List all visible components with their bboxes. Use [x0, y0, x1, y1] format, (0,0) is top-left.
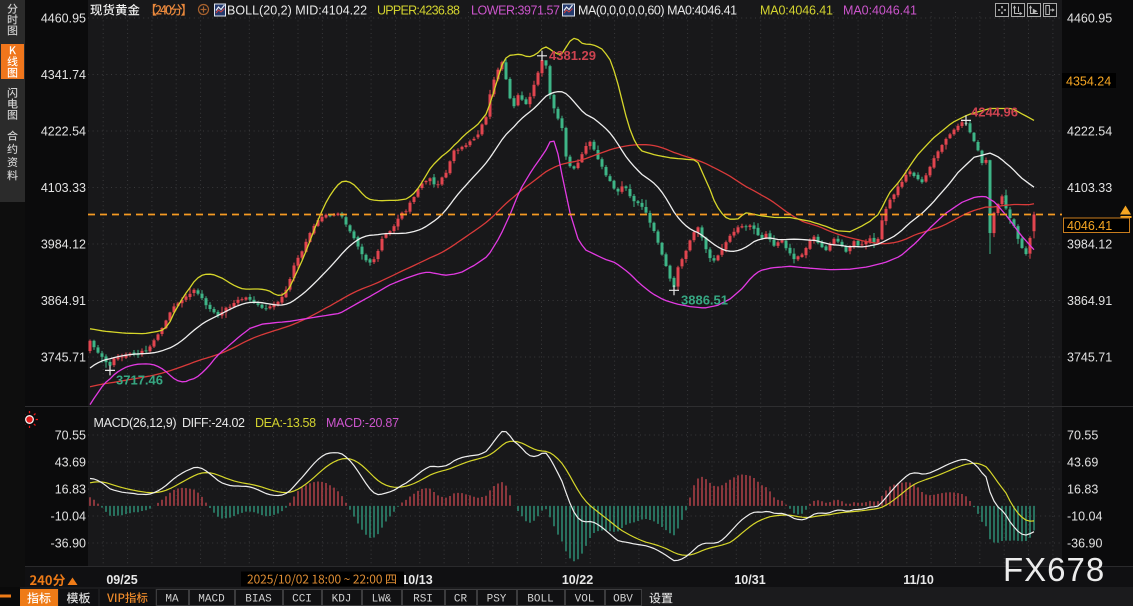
- svg-text:10/22: 10/22: [562, 573, 593, 587]
- svg-text:DEA:-13.58: DEA:-13.58: [255, 416, 316, 430]
- svg-text:LOWER:3971.57: LOWER:3971.57: [471, 4, 560, 18]
- svg-text:MA: MA: [165, 594, 179, 606]
- svg-text:3745.71: 3745.71: [41, 351, 86, 365]
- svg-text:-10.04: -10.04: [51, 510, 86, 524]
- svg-text:BOLL: BOLL: [527, 594, 553, 606]
- svg-text:70.55: 70.55: [55, 429, 86, 443]
- svg-text:MACD(26,12,9): MACD(26,12,9): [94, 416, 177, 430]
- svg-text:10/13: 10/13: [401, 573, 432, 587]
- svg-text:10/31: 10/31: [734, 573, 765, 587]
- svg-text:3717.46: 3717.46: [116, 372, 163, 387]
- svg-text:MA(0,0,0,0,0,60) MA0:4046.41: MA(0,0,0,0,0,60) MA0:4046.41: [578, 4, 737, 18]
- svg-text:CCI: CCI: [292, 594, 312, 606]
- svg-text:4460.95: 4460.95: [41, 12, 86, 26]
- svg-text:3984.12: 3984.12: [41, 238, 86, 252]
- svg-text:16.83: 16.83: [1067, 483, 1098, 497]
- svg-text:UPPER:4236.88: UPPER:4236.88: [377, 4, 460, 18]
- svg-text:4244.96: 4244.96: [971, 104, 1018, 119]
- svg-text:CR: CR: [454, 594, 468, 606]
- svg-text:4222.54: 4222.54: [1067, 125, 1112, 139]
- svg-text:43.69: 43.69: [55, 456, 86, 470]
- svg-text:MACD:-20.87: MACD:-20.87: [326, 416, 399, 430]
- svg-text:OBV: OBV: [613, 594, 633, 606]
- svg-text:MA0:4046.41: MA0:4046.41: [843, 4, 917, 18]
- svg-text:VOL: VOL: [575, 594, 595, 606]
- svg-text:4381.29: 4381.29: [549, 48, 596, 63]
- svg-text:BIAS: BIAS: [245, 594, 272, 606]
- svg-text:MA0:4046.41: MA0:4046.41: [760, 4, 833, 18]
- svg-text:70.55: 70.55: [1067, 429, 1098, 443]
- svg-text:BOLL(20,2) MID:4104.22: BOLL(20,2) MID:4104.22: [227, 4, 367, 18]
- svg-text:3886.51: 3886.51: [681, 292, 728, 307]
- svg-text:PSY: PSY: [487, 594, 507, 606]
- svg-text:KDJ: KDJ: [332, 594, 352, 606]
- svg-text:09/25: 09/25: [106, 573, 137, 587]
- svg-text:-10.04: -10.04: [1067, 510, 1102, 524]
- svg-text:3864.91: 3864.91: [1067, 294, 1112, 308]
- svg-text:3745.71: 3745.71: [1067, 351, 1112, 365]
- svg-text:4341.74: 4341.74: [41, 68, 86, 82]
- svg-text:DIFF:-24.02: DIFF:-24.02: [182, 416, 245, 430]
- svg-text:MACD: MACD: [198, 594, 225, 606]
- svg-text:4103.33: 4103.33: [41, 181, 86, 195]
- svg-text:4354.24: 4354.24: [1066, 75, 1111, 89]
- svg-text:3984.12: 3984.12: [1067, 238, 1112, 252]
- svg-text:3864.91: 3864.91: [41, 294, 86, 308]
- svg-text:4103.33: 4103.33: [1067, 181, 1112, 195]
- svg-text:11/10: 11/10: [903, 573, 934, 587]
- svg-text:16.83: 16.83: [55, 483, 86, 497]
- svg-text:4046.41: 4046.41: [1067, 219, 1112, 233]
- svg-text:4460.95: 4460.95: [1067, 12, 1112, 26]
- svg-text:FX678: FX678: [1003, 551, 1105, 588]
- svg-text:-36.90: -36.90: [51, 537, 86, 551]
- svg-text:43.69: 43.69: [1067, 456, 1098, 470]
- svg-text:4222.54: 4222.54: [41, 125, 86, 139]
- svg-text:LW&: LW&: [372, 594, 392, 606]
- svg-text:-36.90: -36.90: [1067, 537, 1102, 551]
- svg-text:RSI: RSI: [413, 594, 433, 606]
